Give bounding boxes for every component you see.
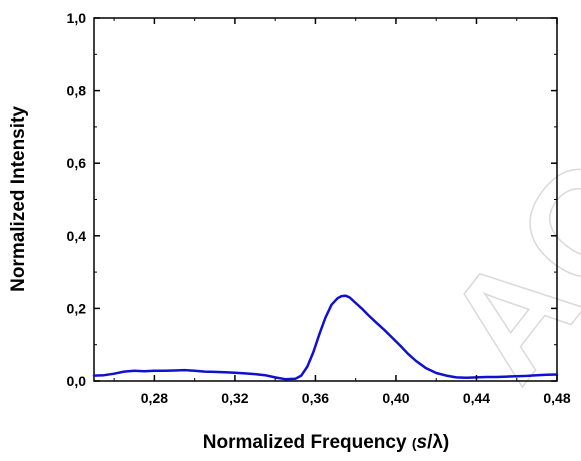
x-tick-label: 0,40 [382, 390, 409, 406]
y-tick-label: 0,4 [67, 228, 87, 244]
x-tick-label: 0,32 [221, 390, 248, 406]
x-tick-label: 0,28 [141, 390, 168, 406]
x-tick-label: 0,48 [543, 390, 570, 406]
y-axis-title: Normalized Intensity [8, 106, 29, 292]
watermark-text: ACCEPTED [413, 0, 581, 410]
x-tick-label: 0,44 [463, 390, 490, 406]
y-tick-label: 0,6 [67, 155, 87, 171]
y-tick-label: 0,2 [67, 300, 87, 316]
y-tick-label: 0,8 [67, 83, 87, 99]
series-line-1 [92, 294, 559, 381]
x-axis-title: Normalized Frequency (s/λ) [203, 432, 450, 453]
x-axis: 0,28 0,32 0,36 0,40 0,44 0,48 [113, 18, 571, 406]
y-tick-label: 0,0 [67, 373, 87, 389]
y-axis: 0,0 0,2 0,4 0,6 0,8 1,0 [67, 10, 557, 389]
y-tick-label: 1,0 [67, 10, 87, 26]
x-tick-label: 0,36 [302, 390, 329, 406]
